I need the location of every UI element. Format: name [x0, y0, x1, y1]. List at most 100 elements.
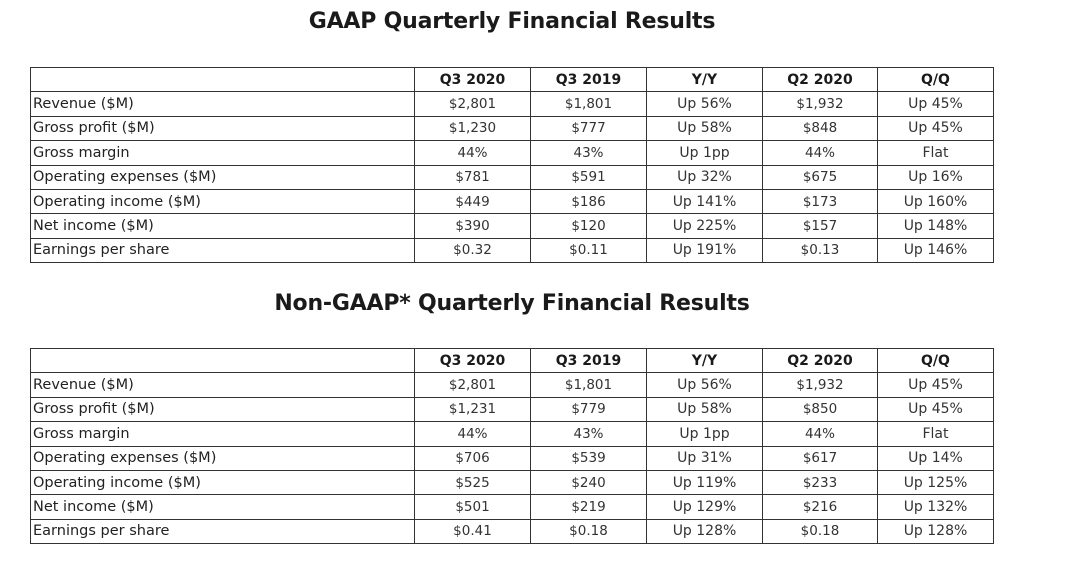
row-label: Net income ($M) [30, 213, 415, 239]
cell-q3-2019: $779 [530, 396, 647, 423]
cell-qq: Up 45% [877, 372, 994, 398]
column-header-empty [30, 347, 415, 374]
cell-q2-2020: $157 [762, 213, 878, 239]
cell-yy: Up 119% [646, 469, 763, 496]
cell-qq: Up 45% [877, 91, 994, 117]
cell-q3-2019: 43% [530, 421, 647, 447]
column-header-q3-2019: Q3 2019 [530, 66, 647, 93]
cell-q2-2020: $233 [762, 469, 878, 496]
cell-qq: Up 160% [877, 188, 994, 215]
table-row: Earnings per share $0.41 $0.18 Up 128% $… [30, 518, 994, 545]
cell-yy: Up 56% [646, 91, 763, 117]
non-gaap-results-table: Q3 2020 Q3 2019 Y/Y Q2 2020 Q/Q Revenue … [30, 347, 994, 545]
column-header-yy: Y/Y [646, 66, 763, 93]
non-gaap-table-title: Non-GAAP* Quarterly Financial Results [274, 291, 750, 316]
table-row: Revenue ($M) $2,801 $1,801 Up 56% $1,932… [30, 91, 994, 117]
table-row: Net income ($M) $390 $120 Up 225% $157 U… [30, 213, 994, 239]
cell-q3-2019: $0.11 [530, 237, 647, 264]
table-row: Earnings per share $0.32 $0.11 Up 191% $… [30, 237, 994, 264]
cell-q3-2020: $501 [414, 494, 531, 520]
cell-yy: Up 128% [646, 518, 763, 545]
cell-q2-2020: $617 [762, 445, 878, 471]
cell-q2-2020: $1,932 [762, 91, 878, 117]
cell-yy: Up 58% [646, 115, 763, 142]
cell-q2-2020: $0.13 [762, 237, 878, 264]
cell-q3-2020: $1,231 [414, 396, 531, 423]
cell-q3-2019: 43% [530, 140, 647, 166]
row-label: Revenue ($M) [30, 91, 415, 117]
row-label: Net income ($M) [30, 494, 415, 520]
cell-q3-2019: $1,801 [530, 372, 647, 398]
cell-q3-2020: $449 [414, 188, 531, 215]
column-header-yy: Y/Y [646, 347, 763, 374]
table-row: Gross margin 44% 43% Up 1pp 44% Flat [30, 140, 994, 166]
cell-qq: Up 125% [877, 469, 994, 496]
cell-q3-2019: $777 [530, 115, 647, 142]
cell-qq: Flat [877, 421, 994, 447]
cell-q3-2020: $781 [414, 164, 531, 190]
cell-q3-2020: $525 [414, 469, 531, 496]
row-label: Gross profit ($M) [30, 396, 415, 423]
column-header-qq: Q/Q [877, 66, 994, 93]
table-row: Gross margin 44% 43% Up 1pp 44% Flat [30, 421, 994, 447]
row-label: Operating expenses ($M) [30, 445, 415, 471]
cell-yy: Up 32% [646, 164, 763, 190]
column-header-q3-2020: Q3 2020 [414, 66, 531, 93]
row-label: Gross profit ($M) [30, 115, 415, 142]
cell-q2-2020: $850 [762, 396, 878, 423]
table-row: Gross profit ($M) $1,231 $779 Up 58% $85… [30, 396, 994, 423]
cell-q3-2020: $2,801 [414, 372, 531, 398]
cell-q2-2020: $173 [762, 188, 878, 215]
cell-yy: Up 58% [646, 396, 763, 423]
table-row: Gross profit ($M) $1,230 $777 Up 58% $84… [30, 115, 994, 142]
cell-q2-2020: $0.18 [762, 518, 878, 545]
row-label: Gross margin [30, 421, 415, 447]
row-label: Operating income ($M) [30, 188, 415, 215]
cell-q3-2020: $1,230 [414, 115, 531, 142]
column-header-empty [30, 66, 415, 93]
cell-yy: Up 129% [646, 494, 763, 520]
cell-qq: Up 16% [877, 164, 994, 190]
row-label: Gross margin [30, 140, 415, 166]
cell-q2-2020: $216 [762, 494, 878, 520]
cell-qq: Up 45% [877, 115, 994, 142]
table-row: Operating expenses ($M) $781 $591 Up 32%… [30, 164, 994, 190]
table-row: Net income ($M) $501 $219 Up 129% $216 U… [30, 494, 994, 520]
cell-yy: Up 1pp [646, 421, 763, 447]
cell-q3-2020: $706 [414, 445, 531, 471]
row-label: Earnings per share [30, 237, 415, 264]
row-label: Earnings per share [30, 518, 415, 545]
cell-yy: Up 56% [646, 372, 763, 398]
cell-q3-2019: $120 [530, 213, 647, 239]
cell-yy: Up 225% [646, 213, 763, 239]
column-header-q2-2020: Q2 2020 [762, 347, 878, 374]
cell-q3-2019: $0.18 [530, 518, 647, 545]
cell-q2-2020: $848 [762, 115, 878, 142]
cell-q3-2020: 44% [414, 421, 531, 447]
table-row: Operating income ($M) $449 $186 Up 141% … [30, 188, 994, 215]
cell-qq: Flat [877, 140, 994, 166]
table-row: Operating expenses ($M) $706 $539 Up 31%… [30, 445, 994, 471]
cell-qq: Up 14% [877, 445, 994, 471]
cell-yy: Up 191% [646, 237, 763, 264]
cell-q2-2020: $675 [762, 164, 878, 190]
table-header-row: Q3 2020 Q3 2019 Y/Y Q2 2020 Q/Q [30, 66, 994, 93]
cell-q3-2020: $2,801 [414, 91, 531, 117]
column-header-q3-2020: Q3 2020 [414, 347, 531, 374]
row-label: Operating expenses ($M) [30, 164, 415, 190]
column-header-q3-2019: Q3 2019 [530, 347, 647, 374]
gaap-table-title: GAAP Quarterly Financial Results [308, 9, 716, 34]
cell-q3-2019: $1,801 [530, 91, 647, 117]
cell-q3-2019: $219 [530, 494, 647, 520]
cell-qq: Up 148% [877, 213, 994, 239]
cell-qq: Up 146% [877, 237, 994, 264]
cell-q3-2019: $591 [530, 164, 647, 190]
cell-q3-2019: $240 [530, 469, 647, 496]
cell-qq: Up 128% [877, 518, 994, 545]
cell-q2-2020: $1,932 [762, 372, 878, 398]
cell-q3-2020: 44% [414, 140, 531, 166]
gaap-results-table: Q3 2020 Q3 2019 Y/Y Q2 2020 Q/Q Revenue … [30, 66, 994, 264]
cell-q3-2020: $0.41 [414, 518, 531, 545]
cell-q2-2020: 44% [762, 140, 878, 166]
cell-q3-2020: $0.32 [414, 237, 531, 264]
